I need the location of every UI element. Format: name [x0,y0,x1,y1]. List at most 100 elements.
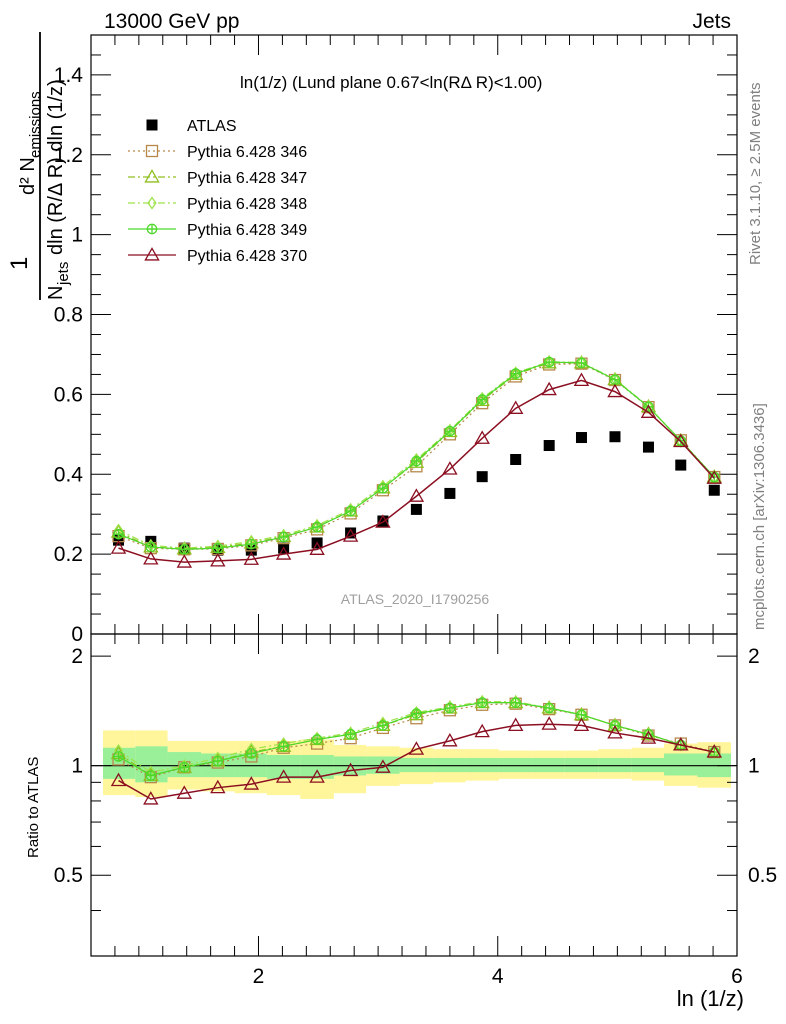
data-point-atlas [113,534,125,546]
band-inner [564,757,599,773]
data-point-atlas [444,487,456,499]
ratio-y-tick-label: 0.5 [54,864,83,887]
ratio-point-p370 [541,716,557,730]
ratio-point-p348 [643,727,654,741]
data-point-atlas [575,432,587,444]
ratio-y-tick-label-right: 2 [748,645,760,668]
band-inner [498,757,533,773]
ratio-y-tick-label-right: 0.5 [748,864,777,887]
header-left: 13000 GeV pp [104,10,239,33]
ratio-point-p370 [143,791,159,805]
watermark: ATLAS_2020_I1790256 [341,591,490,607]
series-p348 [113,355,719,555]
ratio-point-p370 [507,717,524,732]
band-inner [631,757,665,773]
ratio-panel: 2 4 6 0.5 0.5 1 1 2 2 Ratio to ATLAS ln (1/z) [25,633,777,1011]
data-point-p370 [640,404,657,418]
ratio-point-p348 [610,718,620,733]
ylabel-jets: jets [55,262,72,286]
data-point-atlas [245,544,257,556]
data-point-atlas [675,459,687,471]
data-point-p370 [607,383,623,398]
ratio-point-p370 [110,772,127,787]
x-tick-label: 6 [731,965,743,988]
ratio-point-p370 [176,785,193,799]
ylabel-emissions: emissions [27,91,44,158]
series-p370 [110,372,722,568]
ratio-point-p348 [544,701,554,715]
ylabel-denominator: dln (R/Δ R) dln (1/z) [45,79,67,255]
ylabel-njets: N [45,286,67,300]
legend-marker-p370 [144,247,160,261]
ratio-point-p370 [275,769,292,783]
data-point-p370 [573,372,590,387]
data-point-atlas [476,471,488,483]
data-point-p370 [541,381,557,396]
ratio-line-p370 [118,723,715,800]
ratio-point-p370 [706,744,722,758]
legend-label-atlas: ATLAS [187,118,237,135]
ratio-y-tick-label: 1 [71,755,83,778]
series-atlas [113,431,720,556]
ylabel-numerator-one: 1 [6,257,33,270]
legend-marker-p348 [147,196,157,210]
ratio-point-p370 [408,741,425,755]
legend-label-p370: Pythia 6.428 370 [187,248,307,265]
legend: ATLAS Pythia 6.428 346 Pythia 6.428 347 Pyt… [128,118,307,265]
series-p349 [113,356,720,555]
legend-label-p348: Pythia 6.428 348 [187,196,307,213]
data-point-atlas [543,440,555,452]
ratio-point-p370 [442,732,458,747]
ratio-point-p370 [342,762,359,777]
main-y-tick-label: 0 [71,623,83,646]
data-point-p370 [243,551,260,565]
legend-marker-p347 [144,169,160,183]
main-y-tick-label: 0.6 [54,383,83,406]
data-point-atlas [708,484,720,496]
x-axis-label: ln (1/z) [677,986,744,1011]
data-point-p370 [507,400,524,414]
data-point-atlas [377,515,389,527]
ratio-point-p370 [673,737,689,751]
data-point-atlas [410,503,422,515]
ratio-point-p370 [210,779,226,794]
ratio-point-p370 [243,776,260,790]
x-tick-label: 2 [253,965,265,988]
ratio-point-p370 [640,730,657,744]
legend-label-p346: Pythia 6.428 346 [187,144,307,161]
main-y-tick-label: 1.2 [54,144,83,167]
band-inner [598,757,632,773]
main-panel: 0 0.2 0.4 0.6 0.8 1 1.2 1.4 ln(1/z) (Lund plane … [54,34,738,646]
ratio-point-p370 [309,769,325,783]
header-right: Jets [692,10,731,33]
main-y-tick-label: 1 [71,224,83,247]
data-point-p370 [474,430,490,444]
data-point-p370 [176,554,193,568]
data-point-atlas [609,431,621,443]
series-line-p370 [118,379,715,563]
data-point-p370 [375,514,391,528]
legend-marker-atlas [146,119,158,131]
main-y-tick-label: 0.2 [54,543,83,566]
legend-label-p347: Pythia 6.428 347 [187,170,307,187]
main-y-tick-label: 0.4 [54,463,84,486]
data-point-p370 [442,461,458,475]
mcplots-label: mcplots.cern.ch [arXiv:1306.3436] [751,403,768,630]
ratio-ylabel: Ratio to ATLAS [25,757,42,858]
plot-title: ln(1/z) (Lund plane 0.67<ln(RΔ R)<1.00) [240,73,542,92]
ratio-frame [90,633,738,957]
data-point-atlas [345,527,357,539]
ratio-point-p370 [607,725,623,739]
ratio-y-tick-label-right: 1 [748,755,760,778]
data-point-p370 [110,540,127,554]
band-inner [266,754,301,779]
legend-label-p349: Pythia 6.428 349 [187,222,307,239]
ratio-series-p370 [110,716,722,805]
data-point-atlas [642,441,654,453]
data-point-p370 [408,488,425,502]
main-y-tick-label: 0.8 [54,304,83,327]
data-point-atlas [510,453,522,465]
main-y-tick-label: 1.4 [54,64,84,87]
main-ylabel: 1 d² N emissions N jets dln (R/Δ R) dln … [6,32,72,300]
ratio-point-p370 [474,723,490,738]
